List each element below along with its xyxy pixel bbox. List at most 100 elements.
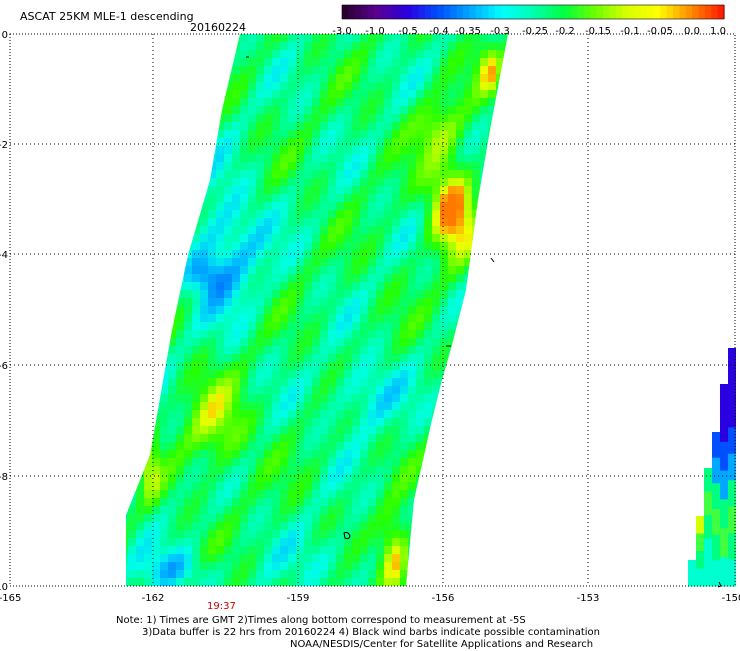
swath-cell: [488, 34, 496, 42]
swath-cell: [400, 298, 408, 306]
swath-cell: [192, 466, 200, 474]
swath-cell: [352, 490, 360, 498]
swath-cell: [496, 466, 504, 474]
swath-cell: [224, 370, 232, 378]
swath-cell: [184, 130, 192, 138]
swath-cell: [144, 226, 152, 234]
swath-cell: [440, 34, 448, 42]
swath-cell: [360, 482, 368, 490]
swath-cell: [160, 138, 168, 146]
swath-cell: [248, 90, 256, 98]
swath-cell: [384, 226, 392, 234]
swath-cell: [328, 90, 336, 98]
swath-cell: [384, 242, 392, 250]
swath-cell: [126, 34, 128, 42]
colorbar-border: [341, 4, 725, 20]
swath-cell: [416, 490, 424, 498]
swath-cell: [408, 258, 416, 266]
swath-cell: [200, 58, 208, 66]
swath-cell: [712, 483, 720, 510]
swath-cell: [488, 450, 496, 458]
swath-cell: [272, 202, 280, 210]
swath-cell: [416, 394, 424, 402]
swath-cell: [488, 58, 496, 66]
swath-cell: [152, 466, 160, 474]
swath-cell: [360, 234, 368, 242]
colorbar-segment: [501, 5, 509, 19]
swath-cell: [168, 114, 176, 122]
swath-cell: [432, 458, 440, 466]
swath-cell: [376, 570, 384, 578]
swath-cell: [208, 530, 216, 538]
swath-cell: [240, 522, 248, 530]
swath-cell: [264, 218, 272, 226]
swath-cell: [224, 42, 232, 50]
swath-cell: [192, 90, 200, 98]
swath-cell: [256, 402, 264, 410]
swath-cell: [456, 218, 464, 226]
swath-cell: [400, 474, 408, 482]
swath-cell: [184, 538, 192, 546]
swath-cell: [416, 258, 424, 266]
swath-cell: [288, 362, 296, 370]
swath-cell: [384, 130, 392, 138]
swath-cell: [344, 442, 352, 450]
swath-cell: [432, 522, 440, 530]
swath-cell: [176, 530, 184, 538]
swath-cell: [168, 226, 176, 234]
swath-cell: [216, 122, 224, 130]
swath-cell: [160, 514, 168, 522]
swath-cell: [128, 154, 136, 162]
barb-mark: [717, 581, 722, 588]
swath-cell: [344, 506, 352, 514]
swath-cell: [224, 474, 232, 482]
swath-cell: [312, 74, 320, 82]
swath-cell: [504, 546, 508, 554]
swath-cell: [312, 346, 320, 354]
swath-cell: [296, 106, 304, 114]
swath-cell: [360, 130, 368, 138]
swath-cell: [696, 516, 704, 534]
swath-cell: [176, 186, 184, 194]
swath-cell: [336, 578, 344, 586]
swath-cell: [216, 394, 224, 402]
swath-cell: [720, 441, 728, 472]
swath-cell: [488, 218, 496, 226]
swath-cell: [144, 154, 152, 162]
swath-cell: [240, 426, 248, 434]
latitude-label: -6: [0, 361, 8, 372]
swath-cell: [480, 58, 488, 66]
swath-cell: [456, 410, 464, 418]
swath-cell: [400, 522, 408, 530]
swath-cell: [136, 578, 144, 586]
swath-cell: [352, 226, 360, 234]
swath-cell: [176, 130, 184, 138]
swath-cell: [160, 578, 168, 586]
swath-cell: [352, 394, 360, 402]
swath-cell: [256, 98, 264, 106]
swath-cell: [248, 314, 256, 322]
swath-cell: [128, 530, 136, 538]
swath-cell: [480, 458, 488, 466]
swath-cell: [432, 546, 440, 554]
swath-cell: [144, 346, 152, 354]
swath-cell: [392, 66, 400, 74]
colorbar-segment: [615, 5, 623, 19]
swath-cell: [216, 562, 224, 570]
swath-cell: [304, 354, 312, 362]
swath-cell: [160, 458, 168, 466]
swath-cell: [488, 274, 496, 282]
swath-cell: [296, 146, 304, 154]
swath-cell: [392, 322, 400, 330]
swath-cell: [440, 154, 448, 162]
swath-cell: [184, 202, 192, 210]
swath-cell: [448, 314, 456, 322]
swath-cell: [216, 506, 224, 514]
swath-cell: [232, 498, 240, 506]
swath-cell: [408, 330, 416, 338]
swath-cell: [448, 330, 456, 338]
swath-cell: [416, 474, 424, 482]
swath-cell: [126, 194, 128, 202]
swath-cell: [408, 210, 416, 218]
swath-cell: [208, 490, 216, 498]
